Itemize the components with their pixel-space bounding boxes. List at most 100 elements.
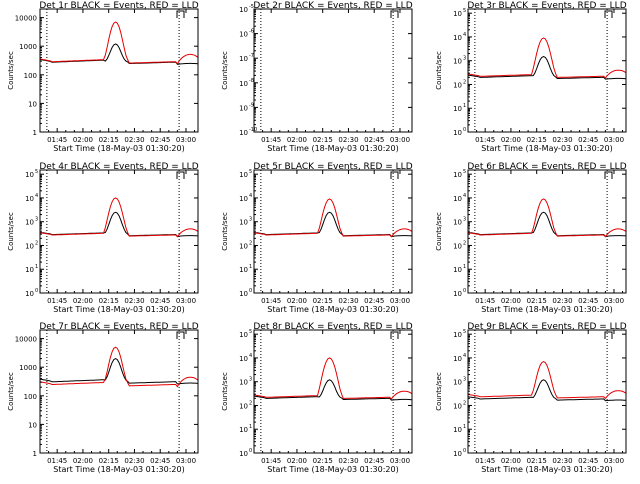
series-lld-line bbox=[253, 357, 413, 400]
xtick-label: 01:45 bbox=[261, 457, 281, 465]
ytick-label: 10000 bbox=[15, 336, 37, 344]
ytick-exponent: 2 bbox=[35, 240, 38, 246]
panel-title: Det 9r BLACK = Events, RED = LLD bbox=[467, 322, 626, 332]
xtick-label: 02:45 bbox=[364, 297, 384, 305]
xtick-label: 02:00 bbox=[287, 457, 307, 465]
xtick-label: 02:15 bbox=[527, 297, 547, 305]
plot-frame bbox=[467, 169, 627, 294]
panel-title: Det 5r BLACK = Events, RED = LLD bbox=[253, 162, 412, 172]
ytick-label: 10 bbox=[239, 426, 248, 434]
panel-title: Det 8r BLACK = Events, RED = LLD bbox=[253, 322, 412, 332]
xtick-label: 02:00 bbox=[73, 297, 93, 305]
ytick-label: 10 bbox=[453, 242, 462, 250]
xtick-label: 01:45 bbox=[261, 297, 281, 305]
xtick-label: 01:45 bbox=[47, 136, 67, 144]
ytick-label: 10 bbox=[25, 219, 34, 227]
xtick-label: 02:00 bbox=[287, 136, 307, 144]
plot-frame bbox=[253, 169, 413, 294]
ytick-label: 10 bbox=[453, 331, 462, 339]
ytick-label: 1000 bbox=[19, 43, 37, 51]
ytick-exponent: 4 bbox=[463, 193, 466, 199]
panel-det-1: Det 1r BLACK = Events, RED = LLD 1 10 100 10… bbox=[7, 1, 199, 153]
ytick-exponent: -10 bbox=[249, 127, 257, 133]
ytick-exponent: -5 bbox=[249, 4, 254, 10]
ytick-label: 10 bbox=[25, 171, 34, 179]
xtick-label: 01:45 bbox=[475, 297, 495, 305]
xtick-label: 03:00 bbox=[176, 136, 196, 144]
ytick-exponent: 4 bbox=[463, 32, 466, 38]
ytick-exponent: 3 bbox=[35, 217, 38, 223]
plot-frame bbox=[39, 8, 199, 133]
ytick-label: 10 bbox=[239, 402, 248, 410]
ytick-label: 10 bbox=[239, 55, 248, 63]
ytick-label: 10 bbox=[239, 171, 248, 179]
ytick-exponent: -7 bbox=[249, 53, 254, 59]
plot-frame bbox=[467, 8, 627, 133]
ytick-label: 1 bbox=[33, 129, 37, 137]
xtick-label: 02:15 bbox=[99, 136, 119, 144]
corner-marker bbox=[604, 171, 613, 179]
ytick-exponent: 4 bbox=[249, 353, 252, 359]
ytick-exponent: 1 bbox=[35, 264, 38, 270]
ytick-exponent: 4 bbox=[35, 193, 38, 199]
ytick-label: 10 bbox=[453, 290, 462, 298]
ytick-exponent: 2 bbox=[463, 240, 466, 246]
ytick-label: 10 bbox=[25, 266, 34, 274]
corner-marker bbox=[176, 331, 185, 339]
y-axis-label: Counts/sec bbox=[221, 51, 229, 90]
x-axis-label: Start Time (18-May-03 01:30:20) bbox=[481, 465, 612, 474]
ytick-exponent: 0 bbox=[249, 448, 252, 454]
ytick-label: 1000 bbox=[19, 364, 37, 372]
ytick-exponent: 2 bbox=[249, 400, 252, 406]
ytick-exponent: 2 bbox=[463, 79, 466, 85]
xtick-label: 02:15 bbox=[313, 297, 333, 305]
x-axis-label: Start Time (18-May-03 01:30:20) bbox=[267, 305, 398, 314]
xtick-label: 02:15 bbox=[527, 457, 547, 465]
corner-marker bbox=[390, 171, 399, 179]
xtick-label: 03:00 bbox=[604, 457, 624, 465]
xtick-label: 02:45 bbox=[578, 297, 598, 305]
series-events-line bbox=[467, 211, 627, 237]
ytick-label: 10 bbox=[453, 266, 462, 274]
x-axis-label: Start Time (18-May-03 01:30:20) bbox=[481, 144, 612, 153]
xtick-label: 02:45 bbox=[578, 136, 598, 144]
ytick-label: 10 bbox=[453, 402, 462, 410]
ytick-label: 10 bbox=[25, 290, 34, 298]
xtick-label: 02:30 bbox=[338, 136, 358, 144]
corner-marker bbox=[604, 10, 613, 18]
panel-title: Det 3r BLACK = Events, RED = LLD bbox=[467, 1, 626, 11]
ytick-exponent: 4 bbox=[463, 353, 466, 359]
ytick-label: 10 bbox=[453, 450, 462, 458]
series-lld-line bbox=[39, 346, 199, 388]
xtick-label: 01:45 bbox=[475, 136, 495, 144]
x-axis-label: Start Time (18-May-03 01:30:20) bbox=[53, 305, 184, 314]
plot-frame bbox=[467, 329, 627, 454]
ytick-exponent: 5 bbox=[463, 329, 466, 335]
ytick-label: 10 bbox=[453, 355, 462, 363]
xtick-label: 01:45 bbox=[47, 297, 67, 305]
ytick-exponent: 2 bbox=[463, 400, 466, 406]
ytick-exponent: 0 bbox=[463, 448, 466, 454]
series-events-line bbox=[467, 55, 627, 80]
ytick-label: 10 bbox=[453, 219, 462, 227]
y-axis-label: Counts/sec bbox=[7, 212, 15, 251]
xtick-label: 02:00 bbox=[73, 136, 93, 144]
ytick-exponent: 5 bbox=[35, 169, 38, 175]
ytick-label: 10 bbox=[239, 379, 248, 387]
corner-marker bbox=[390, 331, 399, 339]
xtick-label: 02:30 bbox=[552, 136, 572, 144]
corner-marker bbox=[604, 331, 613, 339]
ytick-label: 10000 bbox=[15, 15, 37, 23]
ytick-label: 10 bbox=[453, 34, 462, 42]
ytick-label: 10 bbox=[239, 266, 248, 274]
ytick-label: 10 bbox=[239, 450, 248, 458]
ytick-label: 10 bbox=[25, 195, 34, 203]
ytick-label: 10 bbox=[453, 105, 462, 113]
ytick-label: 10 bbox=[239, 80, 248, 88]
ytick-exponent: 1 bbox=[463, 424, 466, 430]
